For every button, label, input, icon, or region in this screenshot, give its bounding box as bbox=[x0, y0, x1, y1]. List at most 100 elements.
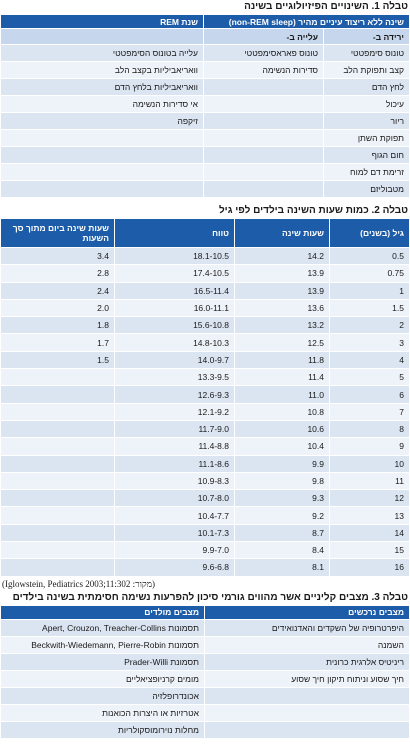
table-cell: 16.5-11.4 bbox=[114, 281, 235, 300]
table: שינה ללא ריצוד עיניים מהיר (non-REM slee… bbox=[0, 14, 410, 198]
header-cell: שעות שינה ביום מתוך סך השעות bbox=[0, 218, 115, 248]
table-cell bbox=[0, 146, 204, 164]
table-cell bbox=[0, 368, 115, 387]
table-cell: 10.4 bbox=[234, 437, 330, 456]
table-cell bbox=[203, 163, 324, 181]
table-cell: 8.1 bbox=[234, 558, 330, 577]
header-cell: שנת REM bbox=[0, 14, 204, 29]
table-cell: 11.7-9.0 bbox=[114, 419, 235, 439]
table-row: קצב ותפוקת הלב סדירות הנשימה וואריאביליות … bbox=[0, 61, 410, 79]
table-row: 4 11.8 14.0-9.7 1.5 bbox=[0, 350, 410, 370]
table-title: טבלה 3. מצבים קליניים אשר מהווים גורמי ס… bbox=[12, 591, 408, 603]
table-row: 16 8.1 9.6-6.8 bbox=[0, 558, 410, 577]
table-cell: 9.9-7.0 bbox=[114, 541, 235, 560]
table-cell: עלייה בטונוס הסימפטטי bbox=[0, 44, 204, 62]
table-row: 15 8.4 9.9-7.0 bbox=[0, 541, 410, 560]
table-row: 7 10.8 12.1-9.2 bbox=[0, 402, 410, 421]
table-cell: 12 bbox=[329, 489, 410, 508]
table-row: 3 12.5 14.8-10.3 1.7 bbox=[0, 333, 410, 352]
subheader-cell: עלייה ב- bbox=[203, 28, 324, 45]
table-cell: 6 bbox=[329, 385, 410, 404]
table-row: זרימת דם למוח bbox=[0, 163, 410, 181]
table-cell: 9.2 bbox=[234, 506, 330, 525]
table-cell: 2 bbox=[329, 316, 410, 335]
table-cell: לחץ הדם bbox=[323, 78, 410, 96]
table-cell: 1 bbox=[329, 281, 410, 300]
table-cell: 1.5 bbox=[329, 298, 410, 318]
table-cell bbox=[203, 146, 324, 164]
table-cell: תפוקת השתן bbox=[323, 129, 410, 147]
table-title: טבלה 1. השינויים הפיזיולוגיים בשינה bbox=[244, 1, 408, 12]
table-cell: 5 bbox=[329, 368, 410, 387]
table-cell: 1.8 bbox=[0, 316, 115, 335]
table-cell: 14.8-10.3 bbox=[114, 333, 235, 352]
table-cell: 1.7 bbox=[0, 333, 115, 352]
table-row: 13 9.2 10.4-7.7 bbox=[0, 506, 410, 525]
table-cell: 11.8 bbox=[234, 350, 330, 370]
table-cell: 8.4 bbox=[234, 541, 330, 560]
table-row: 1 13.9 16.5-11.4 2.4 bbox=[0, 281, 410, 300]
table-cell: השמנה bbox=[204, 635, 410, 654]
table-cell bbox=[204, 720, 410, 739]
table-cell: 13.9 bbox=[234, 264, 330, 283]
table-cell bbox=[0, 402, 115, 421]
table-cell bbox=[0, 489, 115, 508]
header-cell: מצבים מולדים bbox=[0, 604, 205, 620]
table-cell: 0.75 bbox=[329, 264, 410, 283]
table-cell: 8 bbox=[329, 419, 410, 439]
table-cell: טונוס סימפטטי bbox=[323, 44, 410, 62]
table-cell: 13 bbox=[329, 506, 410, 525]
table-cell: וואריאביליות בקצב הלב bbox=[0, 61, 204, 79]
table-cell bbox=[203, 180, 324, 198]
table-cell bbox=[0, 506, 115, 525]
source-note: (מקור: Iglowstein, Pediatrics 2003;11:30… bbox=[2, 578, 156, 589]
table-cell: חיך שסוע וניתוח תיקון חיך שסוע bbox=[204, 669, 410, 688]
table-cell: תסמונת Prader-Willi bbox=[0, 652, 205, 671]
table-cell bbox=[203, 78, 324, 96]
table-cell: 10.4-7.7 bbox=[114, 506, 235, 525]
table-row: לחץ הדם וואריאביליות בלחץ הדם bbox=[0, 78, 410, 96]
table-row: תפוקת השתן bbox=[0, 129, 410, 147]
header-cell: שינה ללא ריצוד עיניים מהיר (non-REM slee… bbox=[203, 14, 410, 29]
table-cell bbox=[204, 686, 410, 705]
table-cell: 2.0 bbox=[0, 298, 115, 318]
table-cell bbox=[203, 112, 324, 130]
table-cell: 10.9-8.3 bbox=[114, 471, 235, 491]
table-cell bbox=[0, 523, 115, 543]
table-cell: וואריאביליות בלחץ הדם bbox=[0, 78, 204, 96]
table-cell: מחלות נוירומוסקולריות bbox=[0, 720, 205, 739]
table-cell: 15.6-10.8 bbox=[114, 316, 235, 335]
table-cell: סדירות הנשימה bbox=[203, 61, 324, 79]
table-cell: 11.0 bbox=[234, 385, 330, 404]
table-cell: 15 bbox=[329, 541, 410, 560]
table-row: 9 10.4 11.4-8.8 bbox=[0, 437, 410, 456]
table-cell: מטבוליזם bbox=[323, 180, 410, 198]
table-cell: 11.4-8.8 bbox=[114, 437, 235, 456]
table-cell: 11 bbox=[329, 471, 410, 491]
table-cell: זרימת דם למוח bbox=[323, 163, 410, 181]
table-cell: תסמונות Beckwith-Wiedemann, Pierre-Robin bbox=[0, 635, 205, 654]
table-row: 1.5 13.6 16.0-11.1 2.0 bbox=[0, 298, 410, 318]
table-cell bbox=[0, 163, 204, 181]
table-cell: זיקפה bbox=[0, 112, 204, 130]
table-cell: 12.1-9.2 bbox=[114, 402, 235, 421]
table-cell: 2.8 bbox=[0, 264, 115, 283]
table-cell: עיכול bbox=[323, 95, 410, 113]
table-row: 5 11.4 13.3-9.5 bbox=[0, 368, 410, 387]
table-row: 14 8.7 10.1-7.3 bbox=[0, 523, 410, 543]
table-row: 8 10.6 11.7-9.0 bbox=[0, 419, 410, 439]
table-cell bbox=[0, 129, 204, 147]
table-row: היפרטרופיה של השקדים והאדנואידים תסמונות … bbox=[0, 618, 410, 637]
table-cell: 18.1-10.5 bbox=[114, 246, 235, 266]
table-cell: 14.0-9.7 bbox=[114, 350, 235, 370]
table-cell: קצב ותפוקת הלב bbox=[323, 61, 410, 79]
table-cell: 13.9 bbox=[234, 281, 330, 300]
table-cell: 9.8 bbox=[234, 471, 330, 491]
table-cell: מומים קרניופציאליים bbox=[0, 669, 205, 688]
table-cell: 9 bbox=[329, 437, 410, 456]
table: גיל (בשנים) שעות שינה טווח שעות שינה ביום מ… bbox=[0, 218, 410, 577]
table-cell: 16.0-11.1 bbox=[114, 298, 235, 318]
table: מצבים נרכשים מצבים מולדים היפרטרופיה של ה… bbox=[0, 604, 410, 739]
header-cell: שעות שינה bbox=[234, 218, 330, 248]
